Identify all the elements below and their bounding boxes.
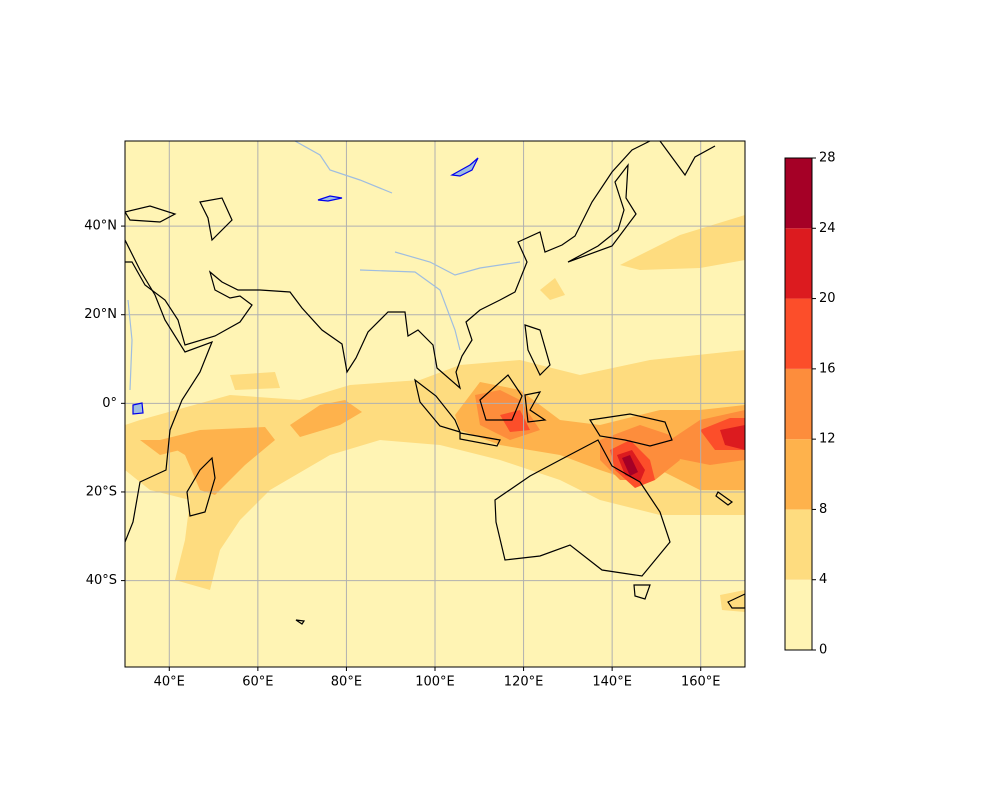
contour-region <box>140 440 180 455</box>
x-tick-label: 120°E <box>504 675 544 690</box>
coastline <box>524 324 551 377</box>
colorbar: 0 4 8 12 16 20 24 28 <box>784 151 836 658</box>
colorbar-frame <box>784 157 813 651</box>
coastline <box>125 141 651 390</box>
coastline <box>524 391 547 423</box>
coastline <box>494 439 671 577</box>
colorbar-band <box>785 298 812 369</box>
colorbar-tick-label: 28 <box>819 151 836 166</box>
y-tick-label: 40°S <box>86 573 117 588</box>
contour-region <box>500 410 530 432</box>
contour-region <box>720 425 745 450</box>
lake <box>132 402 144 415</box>
colorbar-band <box>785 228 812 299</box>
colorbar-tick-label: 4 <box>819 572 827 587</box>
coastline <box>125 239 214 543</box>
coastline <box>715 491 734 506</box>
coastline <box>295 619 306 625</box>
coastline <box>459 432 501 447</box>
river <box>294 141 393 194</box>
coastline <box>414 378 462 433</box>
x-tick-label: 160°E <box>681 675 721 690</box>
x-tick-label: 60°E <box>242 675 273 690</box>
colorbar-band <box>785 158 812 229</box>
river <box>127 299 133 391</box>
contour-region <box>125 350 745 590</box>
grid <box>125 141 745 667</box>
contour-region <box>290 400 362 437</box>
x-tick-label: 140°E <box>592 675 632 690</box>
coastline <box>659 141 716 177</box>
x-tick-label: 80°E <box>331 675 362 690</box>
y-tick-label: 20°N <box>84 307 117 322</box>
contour-region <box>720 590 745 612</box>
coastline <box>186 456 216 517</box>
river <box>359 269 461 351</box>
coastline <box>479 374 523 421</box>
colorbar-band <box>785 579 812 650</box>
coastline <box>125 205 177 223</box>
y-tick-label: 0° <box>102 396 117 411</box>
colorbar-band <box>785 368 812 440</box>
colorbar-tick-label: 8 <box>819 502 827 517</box>
river <box>394 251 521 276</box>
colorbar-tick-label: 0 <box>819 643 827 658</box>
lake <box>317 195 343 202</box>
coastlines <box>125 141 745 625</box>
x-tick-label: 40°E <box>154 675 185 690</box>
contour-region <box>622 455 638 476</box>
lake <box>450 157 479 177</box>
coastline <box>727 593 745 609</box>
y-tick-label: 40°N <box>84 219 117 234</box>
axis-ticks: 40°E 60°E 80°E 100°E 120°E 140°E 160°E 40°N 20°N… <box>84 219 720 690</box>
contour-region <box>160 427 275 495</box>
coastline <box>567 163 637 263</box>
colorbar-tick-label: 16 <box>819 361 836 376</box>
colorbar-tick-label: 20 <box>819 291 836 306</box>
colorbar-tick-label: 12 <box>819 432 836 447</box>
x-tick-label: 100°E <box>415 675 455 690</box>
contour-region <box>540 278 565 300</box>
colorbar-tick-label: 24 <box>819 221 836 236</box>
colorbar-band <box>785 509 812 580</box>
colorbar-band <box>785 439 812 510</box>
coastline <box>589 413 673 447</box>
coastline <box>633 584 651 600</box>
y-tick-label: 20°S <box>86 484 117 499</box>
contour-region <box>620 215 745 270</box>
coastline <box>199 197 233 242</box>
contour-region <box>230 372 280 390</box>
